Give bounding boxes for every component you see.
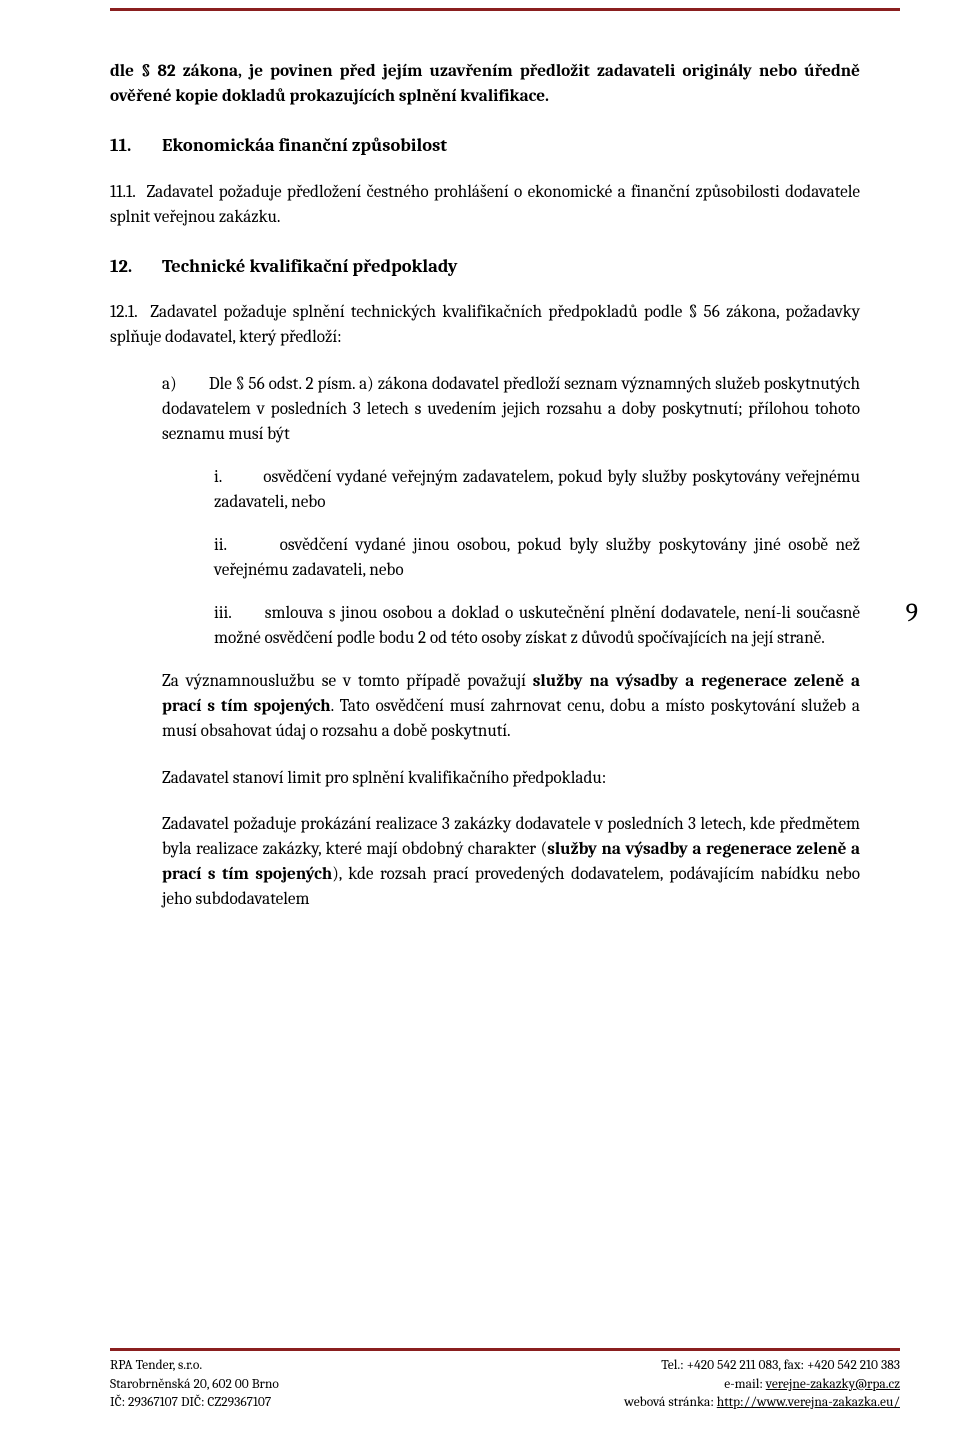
clause-label: 12.1.: [110, 303, 138, 322]
footer-rule: [110, 1348, 900, 1351]
web-link[interactable]: http://www.verejna-zakazka.eu/: [717, 1395, 900, 1410]
roman-text: osvědčení vydané veřejným zadavatelem, p…: [214, 468, 860, 512]
clause-text: Zadavatel požaduje splnění technických k…: [110, 303, 860, 347]
top-rule: [110, 8, 900, 11]
za-vyznamnou: Za významnouslužbu se v tomto případě po…: [162, 670, 860, 745]
requirement-paragraph: Zadavatel požaduje prokázání realizace 3…: [162, 813, 860, 913]
section-number: 12.: [110, 253, 162, 280]
footer: RPA Tender, s.r.o. Tel.: +420 542 211 08…: [110, 1348, 900, 1412]
limit-paragraph: Zadavatel stanoví limit pro splnění kval…: [162, 767, 860, 792]
intro-paragraph: dle § 82 zákona, je povinen před jejím u…: [110, 60, 860, 110]
clause-label: 11.1.: [110, 183, 136, 202]
section-12-1: 12.1. Zadavatel požaduje splnění technic…: [110, 301, 860, 351]
item-text: Dle § 56 odst. 2 písm. a) zákona dodavat…: [162, 375, 860, 444]
content-area: dle § 82 zákona, je povinen před jejím u…: [110, 60, 860, 913]
page-number: 9: [906, 598, 918, 628]
section-12-heading: 12. Technické kvalifikační předpoklady: [110, 253, 860, 280]
item-a: a) Dle § 56 odst. 2 písm. a) zákona doda…: [162, 373, 860, 448]
email-link[interactable]: verejne-zakazky@rpa.cz: [766, 1377, 900, 1392]
footer-phone: Tel.: +420 542 211 083, fax: +420 542 21…: [661, 1357, 900, 1375]
roman-label: ii.: [214, 536, 227, 555]
item-i: i. osvědčení vydané veřejným zadavatelem…: [214, 466, 860, 516]
footer-address: Starobrněnská 20, 602 00 Brno: [110, 1376, 279, 1394]
roman-label: iii.: [214, 604, 232, 623]
section-number: 11.: [110, 132, 162, 159]
roman-text: smlouva s jinou osobou a doklad o uskute…: [214, 604, 860, 648]
section-11-1: 11.1. Zadavatel požaduje předložení čest…: [110, 181, 860, 231]
footer-web: webová stránka: http://www.verejna-zakaz…: [624, 1394, 900, 1412]
section-title: Ekonomickáa finanční způsobilost: [162, 132, 860, 159]
section-title: Technické kvalifikační předpoklady: [162, 253, 860, 280]
item-label: a): [162, 375, 177, 394]
footer-company: RPA Tender, s.r.o.: [110, 1357, 202, 1375]
page: dle § 82 zákona, je povinen před jejím u…: [0, 0, 960, 1438]
clause-text: Zadavatel požaduje předložení čestného p…: [110, 183, 860, 227]
footer-email: e-mail: verejne-zakazky@rpa.cz: [724, 1376, 900, 1394]
footer-row-1: RPA Tender, s.r.o. Tel.: +420 542 211 08…: [110, 1357, 900, 1375]
footer-ids: IČ: 29367107 DIČ: CZ29367107: [110, 1394, 271, 1412]
item-iii: iii. smlouva s jinou osobou a doklad o u…: [214, 602, 860, 652]
roman-label: i.: [214, 468, 222, 487]
footer-row-2: Starobrněnská 20, 602 00 Brno e-mail: ve…: [110, 1376, 900, 1394]
section-11-heading: 11. Ekonomickáa finanční způsobilost: [110, 132, 860, 159]
web-label: webová stránka:: [624, 1395, 717, 1410]
email-label: e-mail:: [724, 1377, 766, 1392]
roman-text: osvědčení vydané jinou osobou, pokud byl…: [214, 536, 860, 580]
item-ii: ii. osvědčení vydané jinou osobou, pokud…: [214, 534, 860, 584]
footer-row-3: IČ: 29367107 DIČ: CZ29367107 webová strá…: [110, 1394, 900, 1412]
text-pre: Za významnouslužbu se v tomto případě po…: [162, 672, 533, 691]
